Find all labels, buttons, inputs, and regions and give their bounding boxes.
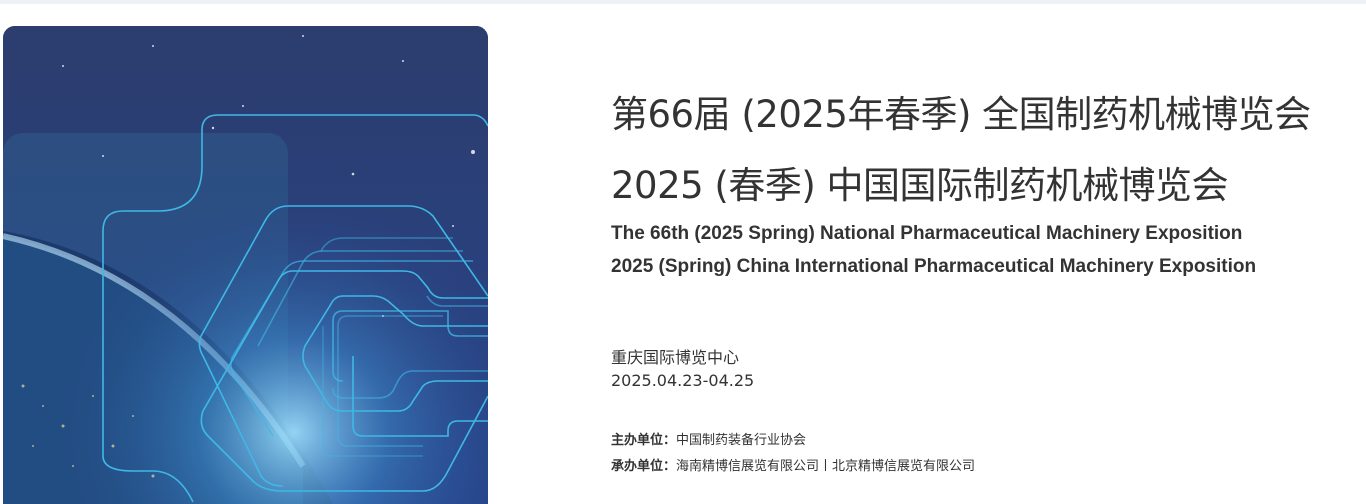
venue: 重庆国际博览中心 (611, 348, 740, 367)
event-dates: 2025.04.23-04.25 (611, 371, 755, 390)
title-en-line2: 2025 (Spring) China International Pharma… (611, 256, 1257, 277)
title-zh-line2: 2025 (春季) 中国国际制药机械博览会 (611, 164, 1229, 207)
host-row: 主办单位：中国制药装备行业协会 (611, 429, 806, 448)
title-zh-line1: 第66届 (2025年春季) 全国制药机械博览会 (611, 93, 1311, 136)
host-label: 主办单位： (611, 433, 677, 448)
host-value: 中国制药装备行业协会 (676, 433, 807, 448)
top-divider (0, 0, 1366, 4)
earth-circuit-logo-icon (3, 26, 488, 504)
title-en-line1: The 66th (2025 Spring) National Pharmace… (611, 223, 1243, 244)
expo-poster-image (3, 26, 488, 504)
organizer-row: 承办单位：海南精博信展览有限公司丨北京精博信展览有限公司 (611, 455, 975, 474)
organizer-label: 承办单位： (611, 459, 677, 474)
organizer-value: 海南精博信展览有限公司丨北京精博信展览有限公司 (676, 459, 976, 474)
